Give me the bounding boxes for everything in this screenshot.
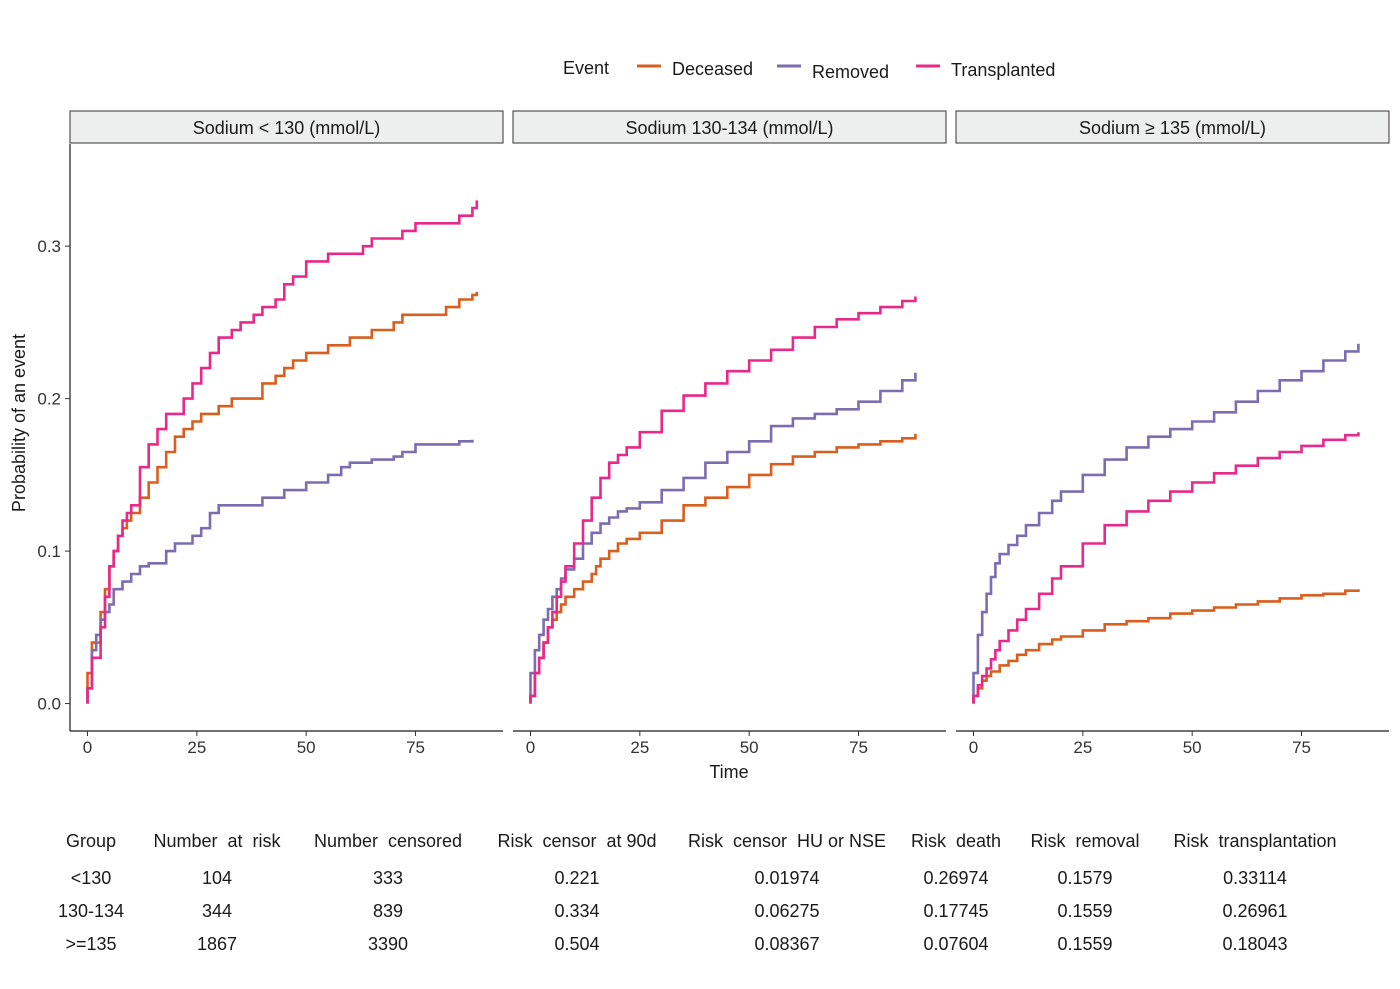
risk-table-cell: 333: [373, 868, 403, 888]
risk-table-cell: 1867: [197, 934, 237, 954]
risk-table-cell: <130: [71, 868, 112, 888]
strip-background: [69, 110, 504, 144]
x-tick-label: 75: [849, 738, 868, 757]
x-tick-label: 25: [1073, 738, 1092, 757]
x-tick-label: 0: [83, 738, 92, 757]
strip-label: Sodium < 130 (mmol/L): [193, 118, 381, 138]
y-tick-label: 0.0: [37, 695, 61, 714]
risk-table-header-cell: Risk transplantation: [1173, 831, 1336, 851]
x-tick-label: 0: [526, 738, 535, 757]
risk-table-cell: >=135: [65, 934, 116, 954]
x-tick-label: 0: [969, 738, 978, 757]
legend-entry-transplanted: Transplanted: [916, 60, 1055, 80]
x-tick-label: 50: [740, 738, 759, 757]
panel-1: Sodium < 130 (mmol/L) 0.0 0.1 0.2 0.3 0 25 50 75: [37, 110, 504, 757]
risk-table-header-cell: Risk censor HU or NSE: [688, 831, 886, 851]
strip-background: [512, 110, 947, 144]
series-line-deceased: [529, 433, 917, 704]
risk-table-header-cell: Risk censor at 90d: [497, 831, 656, 851]
risk-table-row: <130 104 333 0.221 0.01974 0.26974 0.1579 0.331…: [71, 868, 1287, 888]
risk-table-cell: 0.26974: [923, 868, 988, 888]
risk-table-cell: 0.221: [554, 868, 599, 888]
x-tick-label: 50: [1183, 738, 1202, 757]
x-tick-label: 50: [297, 738, 316, 757]
risk-table-cell: 0.334: [554, 901, 599, 921]
risk-table-cell: 0.06275: [754, 901, 819, 921]
legend-label: Transplanted: [951, 60, 1055, 80]
risk-table-header-cell: Group: [66, 831, 116, 851]
x-tick-label: 25: [187, 738, 206, 757]
legend-entry-removed: Removed: [777, 62, 889, 82]
risk-table-cell: 130-134: [58, 901, 124, 921]
risk-table-row: >=135 1867 3390 0.504 0.08367 0.07604 0.1559 0.…: [65, 934, 1287, 954]
risk-table-cell: 0.08367: [754, 934, 819, 954]
legend-title: Event: [563, 58, 609, 78]
x-axis-title: Time: [709, 762, 748, 782]
series-line-transplanted: [86, 200, 479, 704]
risk-table-cell: 3390: [368, 934, 408, 954]
series-line-removed: [86, 439, 474, 704]
series-line-removed: [529, 372, 917, 704]
risk-table-cell: 0.504: [554, 934, 599, 954]
risk-table-cell: 839: [373, 901, 403, 921]
panel-3: Sodium ≥ 135 (mmol/L) 0 25 50 75: [955, 110, 1390, 757]
series-line-transplanted: [529, 296, 917, 704]
y-axis-title: Probability of an event: [9, 334, 29, 512]
legend-entry-deceased: Deceased: [637, 59, 753, 79]
risk-table-cell: 0.1559: [1057, 934, 1112, 954]
risk-table-header-cell: Risk death: [911, 831, 1001, 851]
risk-table-cell: 0.33114: [1223, 868, 1287, 888]
x-tick-label: 75: [1292, 738, 1311, 757]
legend: Event Deceased Removed Transplanted: [563, 58, 1055, 82]
x-tick-label: 25: [630, 738, 649, 757]
risk-table-cell: 0.01974: [754, 868, 819, 888]
risk-table-cell: 344: [202, 901, 232, 921]
risk-table-cell: 104: [202, 868, 232, 888]
y-tick-label: 0.1: [37, 542, 61, 561]
risk-table-cell: 0.1579: [1057, 868, 1112, 888]
risk-table-cell: 0.18043: [1222, 934, 1287, 954]
risk-table-cell: 0.07604: [923, 934, 988, 954]
y-tick-label: 0.3: [37, 237, 61, 256]
strip-background: [955, 110, 1390, 144]
risk-table-cell: 0.26961: [1222, 901, 1287, 921]
risk-table-header: Group Number at risk Number censored Risk c…: [66, 831, 1337, 851]
risk-table-row: 130-134 344 839 0.334 0.06275 0.17745 0.1559 0.…: [58, 901, 1288, 921]
series-line-transplanted: [972, 432, 1360, 704]
legend-label: Deceased: [672, 59, 753, 79]
risk-table-header-cell: Number at risk: [153, 831, 281, 851]
y-tick-label: 0.2: [37, 390, 61, 409]
legend-label: Removed: [812, 62, 889, 82]
risk-table: Group Number at risk Number censored Risk c…: [58, 831, 1337, 954]
risk-table-header-cell: Number censored: [314, 831, 462, 851]
series-line-removed: [972, 343, 1360, 704]
risk-table-header-cell: Risk removal: [1030, 831, 1139, 851]
strip-label: Sodium ≥ 135 (mmol/L): [1079, 118, 1266, 138]
risk-table-cell: 0.17745: [923, 901, 988, 921]
strip-label: Sodium 130-134 (mmol/L): [625, 118, 833, 138]
panel-2: Sodium 130-134 (mmol/L) 0 25 50 75: [512, 110, 947, 757]
series-line-deceased: [972, 589, 1360, 704]
x-tick-label: 75: [406, 738, 425, 757]
risk-table-cell: 0.1559: [1057, 901, 1112, 921]
